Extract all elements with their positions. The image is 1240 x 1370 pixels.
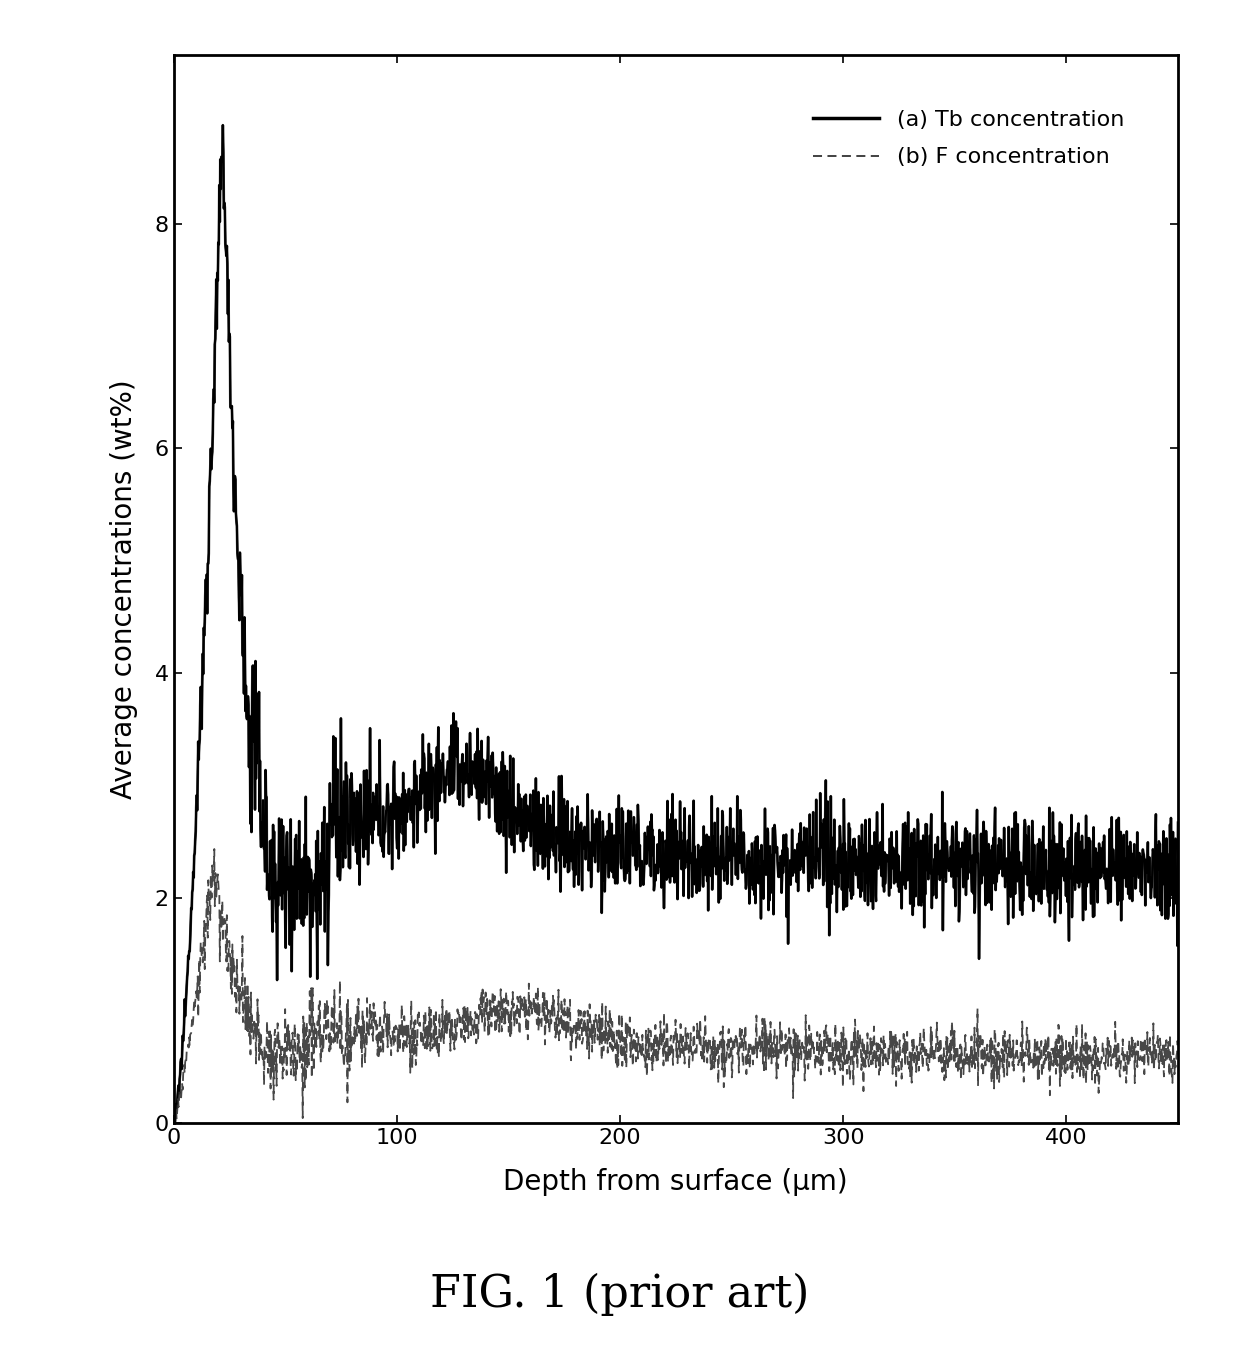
X-axis label: Depth from surface (μm): Depth from surface (μm) [503,1167,848,1196]
Text: FIG. 1 (prior art): FIG. 1 (prior art) [430,1273,810,1317]
Legend: (a) Tb concentration, (b) F concentration: (a) Tb concentration, (b) F concentratio… [791,88,1147,189]
Y-axis label: Average concentrations (wt%): Average concentrations (wt%) [110,379,138,799]
